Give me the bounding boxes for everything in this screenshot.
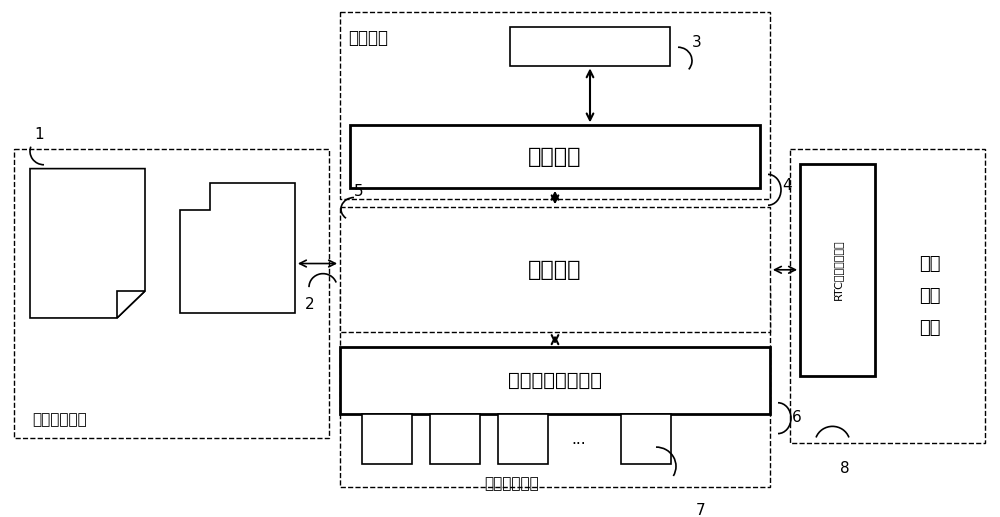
Text: 通信单元: 通信单元: [348, 29, 388, 47]
Text: 6: 6: [792, 409, 802, 424]
Bar: [14, 149, 329, 438]
Bar: [340, 207, 770, 332]
Bar: [498, 414, 548, 464]
Text: ...: ...: [571, 432, 586, 447]
Polygon shape: [30, 169, 145, 318]
Bar: [510, 27, 670, 66]
Text: 1: 1: [34, 127, 44, 142]
Bar: [340, 289, 770, 486]
Bar: [621, 414, 671, 464]
Text: RTC控制管理模块: RTC控制管理模块: [832, 239, 842, 300]
Bar: [362, 414, 412, 464]
Bar: [430, 414, 480, 464]
Polygon shape: [180, 183, 295, 313]
Text: 3: 3: [692, 35, 702, 50]
Bar: [340, 11, 770, 200]
Text: 5: 5: [354, 185, 364, 200]
Text: 时间
控制
单元: 时间 控制 单元: [919, 255, 941, 337]
Text: 微控制器: 微控制器: [528, 260, 582, 280]
Text: 通信模块: 通信模块: [528, 147, 582, 166]
Text: 4: 4: [782, 178, 792, 193]
Bar: [790, 149, 985, 443]
Bar: [800, 164, 875, 376]
Text: 逻辑控制单元: 逻辑控制单元: [485, 476, 539, 491]
Text: 逻辑输入输出驱动: 逻辑输入输出驱动: [508, 371, 602, 390]
Text: 2: 2: [305, 297, 315, 312]
Text: 8: 8: [840, 461, 850, 476]
Text: 活动存储单元: 活动存储单元: [32, 412, 87, 427]
Bar: [350, 125, 760, 188]
Bar: [340, 347, 770, 414]
Text: 7: 7: [696, 503, 706, 517]
Polygon shape: [117, 291, 145, 318]
